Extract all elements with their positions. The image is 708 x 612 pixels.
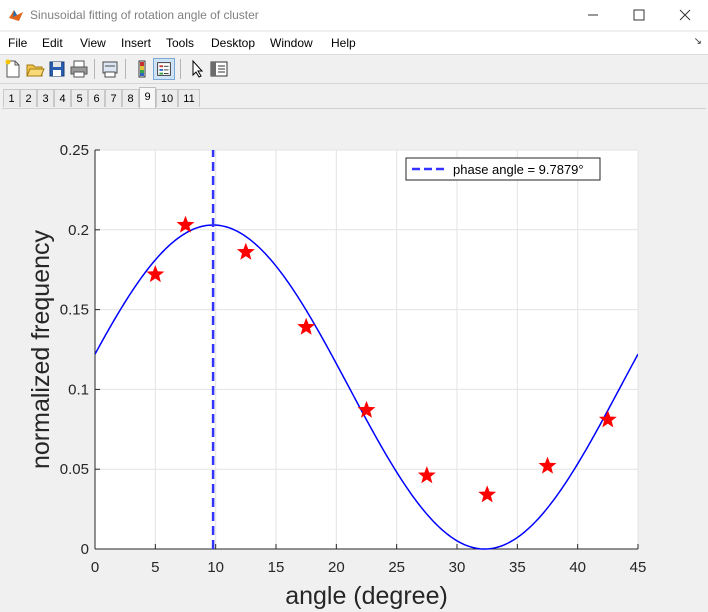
legend-entry-label: phase angle = 9.7879° [453,162,584,177]
toolbar-separator [125,59,126,79]
save-icon[interactable] [46,58,68,80]
figure-tabs: 1 2 3 4 5 6 7 8 9 10 11 [0,86,708,108]
tab-figure-2[interactable]: 2 [20,89,37,107]
data-point-star [176,215,195,233]
new-figure-icon[interactable] [2,58,24,80]
print-icon[interactable] [68,58,90,80]
x-tick-label: 0 [91,559,99,576]
data-point-star [538,456,557,474]
pointer-icon[interactable] [186,58,208,80]
data-point-star [357,400,376,418]
figure-toolbar [0,55,708,84]
print-preview-icon[interactable] [99,58,121,80]
tab-figure-8[interactable]: 8 [122,89,139,107]
menu-tools[interactable]: Tools [166,36,195,50]
x-tick-label: 35 [509,559,526,576]
x-tick-label: 5 [151,559,159,576]
menu-desktop[interactable]: Desktop [211,36,256,50]
x-tick-label: 10 [207,559,224,576]
x-tick-label: 15 [268,559,285,576]
x-tick-label: 45 [630,559,647,576]
toolbar-separator [180,59,181,79]
tab-figure-10[interactable]: 10 [156,89,178,107]
data-point-star [146,265,165,283]
tab-figure-4[interactable]: 4 [54,89,71,107]
tab-figure-1[interactable]: 1 [3,89,20,107]
matlab-logo-icon [9,10,23,21]
toolbar-separator [94,59,95,79]
data-point-star [236,242,255,260]
tab-figure-5[interactable]: 5 [71,89,88,107]
colorbar-icon[interactable] [131,58,153,80]
tab-figure-9[interactable]: 9 [139,87,156,108]
plot-svg: 0 5 10 15 20 25 30 35 40 45 0 0.05 0.1 0.15 0.2 0.25 ang… [27,142,647,610]
x-tick-label: 20 [328,559,345,576]
menu-window[interactable]: Window [270,36,313,50]
window-title: Sinusoidal fitting of rotation angle of … [30,8,259,22]
y-tick-label: 0.1 [68,381,89,398]
menu-file[interactable]: File [8,36,28,50]
x-tick-label: 25 [388,559,405,576]
y-tick-label: 0.25 [60,142,89,159]
menu-edit[interactable]: Edit [42,36,63,50]
tab-figure-7[interactable]: 7 [105,89,122,107]
title-bar: Sinusoidal fitting of rotation angle of … [0,0,708,30]
close-button[interactable] [662,0,708,30]
data-point-star [417,466,436,484]
menu-insert[interactable]: Insert [121,36,152,50]
y-tick-label: 0 [81,541,89,558]
y-tick-label: 0.05 [60,461,89,478]
fitted-sine-curve [95,224,638,550]
legend-icon[interactable] [153,58,175,80]
y-axis-label: normalized frequency [27,229,55,469]
figure-canvas: 0 5 10 15 20 25 30 35 40 45 0 0.05 0.1 0.15 0.2 0.25 ang… [2,108,706,611]
y-tick-label: 0.15 [60,302,89,319]
legend-box [405,157,601,181]
maximize-button[interactable] [616,0,662,30]
tab-figure-3[interactable]: 3 [37,89,54,107]
data-point-star [478,485,497,503]
open-file-icon[interactable] [24,58,46,80]
dock-arrow-icon[interactable]: ↘ [693,36,702,47]
menu-view[interactable]: View [80,36,106,50]
tab-figure-11[interactable]: 11 [178,89,200,107]
x-tick-label: 30 [449,559,466,576]
x-tick-label: 40 [569,559,586,576]
menu-bar: File Edit View Insert Tools Desktop Wind… [0,32,708,55]
data-point-star [297,317,316,335]
property-inspector-icon[interactable] [208,58,230,80]
tab-figure-6[interactable]: 6 [88,89,105,107]
data-point-star [598,410,617,428]
y-tick-label: 0.2 [68,222,89,239]
menu-help[interactable]: Help [331,36,356,50]
minimize-button[interactable] [570,0,616,30]
x-axis-label: angle (degree) [285,582,448,610]
axes-background [95,150,638,549]
